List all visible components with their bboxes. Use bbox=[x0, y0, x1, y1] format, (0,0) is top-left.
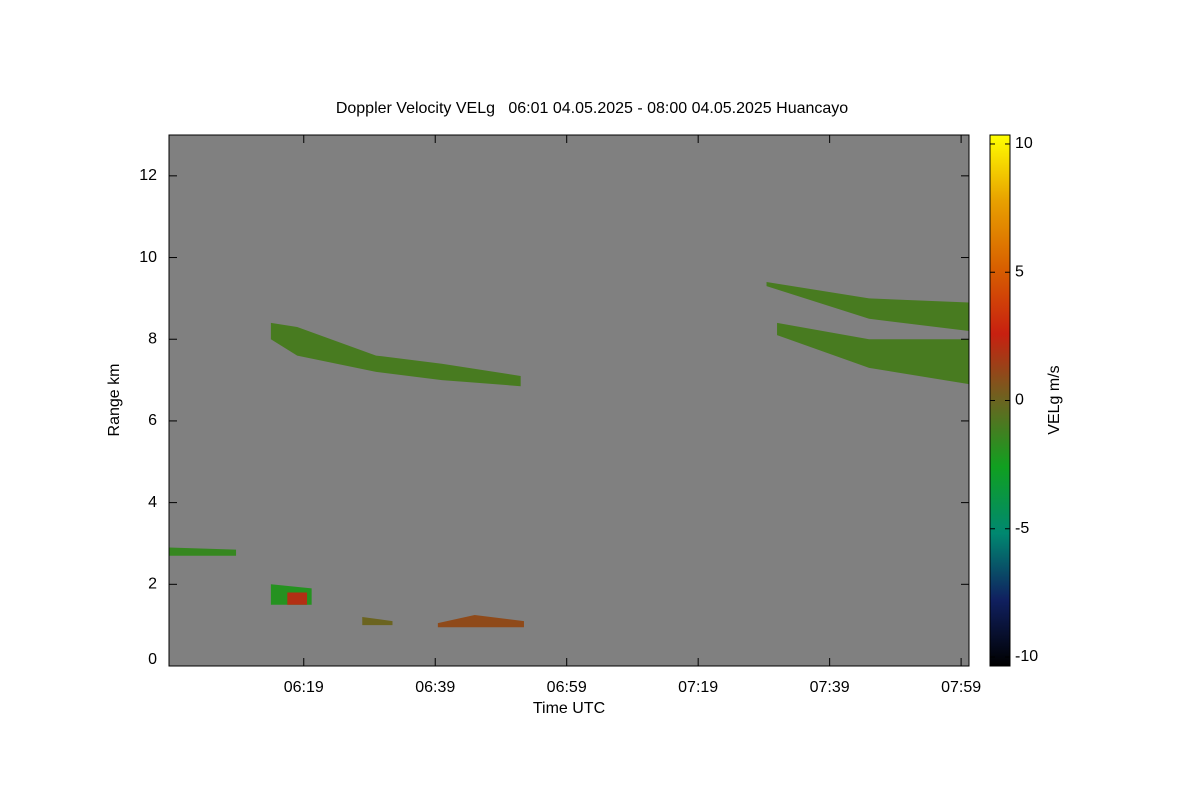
colorbar-tick-label: -10 bbox=[1015, 648, 1038, 665]
colorbar-tick-label: 0 bbox=[1015, 392, 1024, 409]
echo bbox=[270, 322, 521, 387]
colorbar-tick-label: 10 bbox=[1015, 135, 1033, 152]
y-tick-label: 0 bbox=[148, 651, 157, 668]
x-tick-label: 06:59 bbox=[547, 679, 587, 696]
plot-background bbox=[169, 135, 969, 666]
echo bbox=[169, 547, 237, 556]
echo bbox=[766, 282, 969, 332]
echo bbox=[777, 322, 969, 385]
echo bbox=[437, 614, 524, 628]
y-tick-label: 2 bbox=[148, 576, 157, 593]
echo bbox=[362, 616, 393, 626]
x-tick-label: 06:39 bbox=[415, 679, 455, 696]
chart-title: Doppler Velocity VELg 06:01 04.05.2025 -… bbox=[336, 100, 848, 117]
colorbar-label: VELg m/s bbox=[1046, 365, 1063, 434]
x-tick-label: 07:19 bbox=[678, 679, 718, 696]
x-tick-label: 07:39 bbox=[810, 679, 850, 696]
y-axis-label: Range km bbox=[106, 364, 123, 437]
y-tick-label: 10 bbox=[139, 249, 157, 266]
y-tick-label: 12 bbox=[139, 167, 157, 184]
colorbar-tick-label: 5 bbox=[1015, 263, 1024, 280]
y-tick-label: 4 bbox=[148, 494, 157, 511]
x-tick-label: 07:59 bbox=[941, 679, 981, 696]
x-tick-label: 06:19 bbox=[284, 679, 324, 696]
echo bbox=[287, 592, 308, 605]
x-axis-label: Time UTC bbox=[533, 700, 605, 717]
y-tick-label: 8 bbox=[148, 330, 157, 347]
plot-frame bbox=[168, 134, 970, 667]
y-tick-label: 6 bbox=[148, 412, 157, 429]
colorbar-tick-label: -5 bbox=[1015, 520, 1029, 537]
